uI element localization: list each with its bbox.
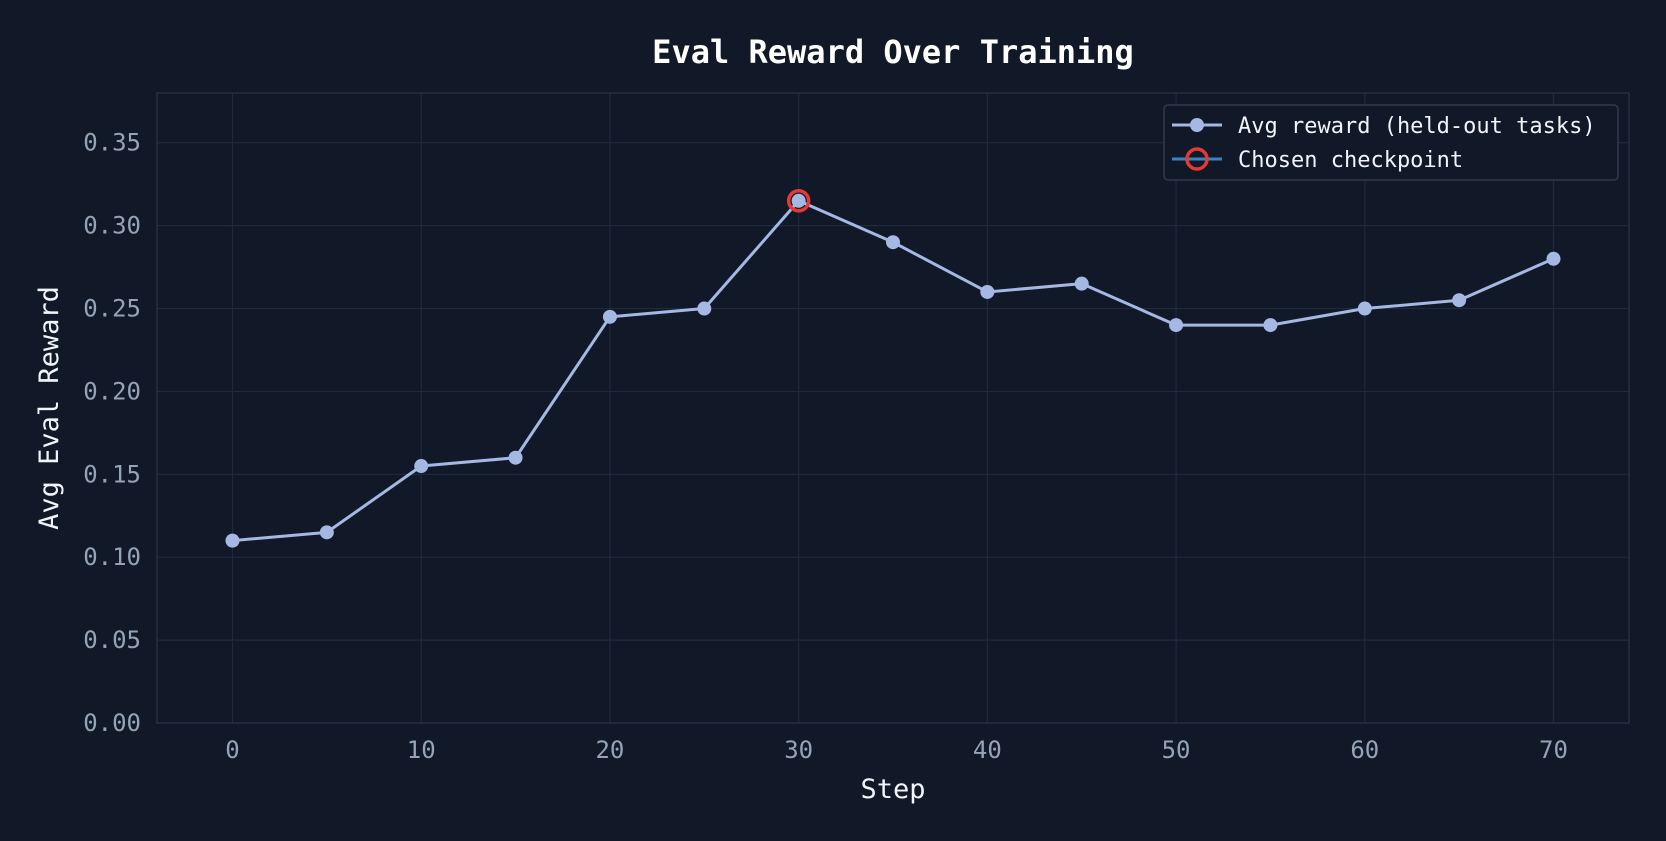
data-point bbox=[602, 309, 617, 324]
data-point bbox=[1452, 293, 1467, 308]
x-tick-label: 40 bbox=[973, 736, 1002, 764]
x-tick-label: 20 bbox=[595, 736, 624, 764]
legend-highlight-label: Chosen checkpoint bbox=[1238, 148, 1463, 173]
ticks-layer: 0 10 20 30 40 50 60 70 0.00 0.05 0.10 0.15 0.20 0.25 0… bbox=[83, 129, 1568, 764]
data-point bbox=[791, 193, 806, 208]
data-point bbox=[225, 533, 240, 548]
x-axis-label: Step bbox=[860, 774, 925, 805]
y-tick-label: 0.05 bbox=[83, 626, 141, 654]
data-point bbox=[980, 284, 995, 299]
y-tick-label: 0.15 bbox=[83, 460, 141, 488]
data-point bbox=[1074, 276, 1089, 291]
data-point bbox=[414, 459, 429, 474]
x-tick-label: 30 bbox=[784, 736, 813, 764]
x-tick-label: 50 bbox=[1162, 736, 1191, 764]
series-layer bbox=[225, 189, 1561, 548]
legend-series-marker bbox=[1190, 118, 1204, 132]
chosen-checkpoint-marker bbox=[786, 189, 811, 213]
x-tick-label: 10 bbox=[407, 736, 436, 764]
y-tick-label: 0.00 bbox=[83, 709, 141, 737]
data-point bbox=[1263, 318, 1278, 333]
x-tick-label: 0 bbox=[225, 736, 239, 764]
y-tick-label: 0.35 bbox=[83, 129, 141, 157]
data-point bbox=[1546, 251, 1561, 266]
legend-highlight-marker bbox=[1185, 147, 1209, 171]
plot-frame bbox=[156, 92, 1630, 724]
data-point bbox=[319, 525, 334, 540]
data-point bbox=[697, 301, 712, 316]
legend-box bbox=[1163, 104, 1619, 181]
y-tick-label: 0.20 bbox=[83, 377, 141, 405]
y-tick-label: 0.30 bbox=[83, 212, 141, 240]
x-tick-label: 70 bbox=[1539, 736, 1568, 764]
data-point bbox=[1357, 301, 1372, 316]
data-point bbox=[508, 450, 523, 465]
legend-series-label: Avg reward (held-out tasks) bbox=[1238, 114, 1596, 139]
legend: Avg reward (held-out tasks) Chosen check… bbox=[1163, 104, 1619, 181]
y-axis-label: Avg Eval Reward bbox=[34, 286, 65, 530]
y-tick-label: 0.25 bbox=[83, 295, 141, 323]
y-tick-label: 0.10 bbox=[83, 543, 141, 571]
x-tick-label: 60 bbox=[1350, 736, 1379, 764]
data-point bbox=[1169, 318, 1184, 333]
chart-title: Eval Reward Over Training bbox=[652, 33, 1134, 71]
data-point bbox=[886, 235, 900, 250]
